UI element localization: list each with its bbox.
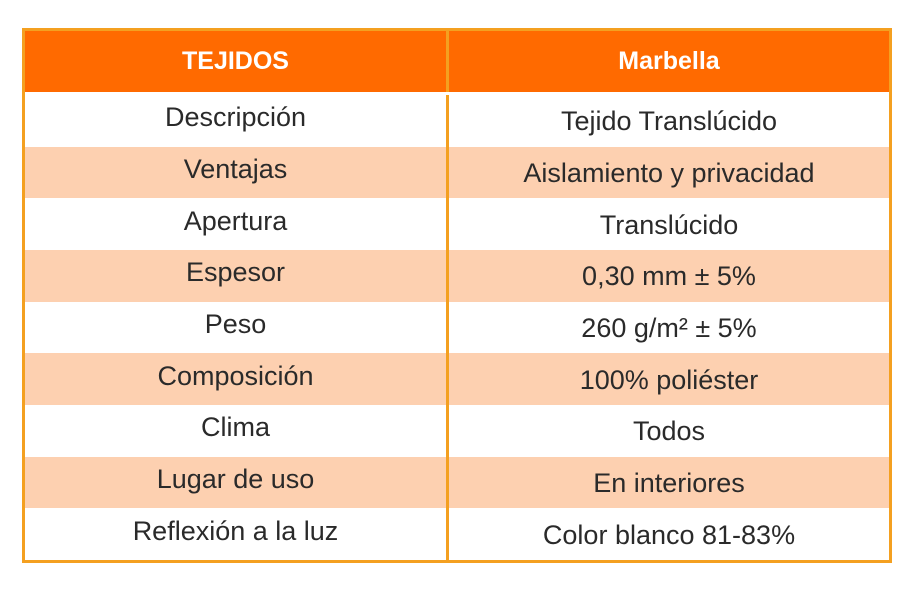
table-row: Espesor 0,30 mm ± 5% [25, 250, 889, 302]
row-value: Translúcido [599, 209, 739, 240]
row-value: En interiores [593, 468, 745, 499]
row-value: Color blanco 81-83% [542, 519, 796, 550]
table-row: Descripción Tejido Translúcido [25, 95, 889, 147]
row-label: Apertura [25, 198, 449, 251]
row-value: 0,30 mm ± 5% [582, 261, 756, 292]
row-value: Todos [632, 416, 706, 447]
table-row: Composición 100% poliéster [25, 353, 889, 406]
row-label: Reflexión a la luz [25, 508, 449, 561]
row-value: Aislamiento y privacidad [523, 158, 815, 188]
table-row: Ventajas Aislamiento y privacidad [25, 146, 889, 199]
spec-table: TEJIDOS Marbella Descripción Tejido Tran… [22, 28, 892, 563]
row-label: Lugar de uso [25, 456, 449, 509]
table-row: Clima Todos [25, 405, 889, 457]
header-tejidos: TEJIDOS [25, 31, 449, 92]
table-row: Reflexión a la luz Color blanco 81-83% [25, 508, 889, 561]
row-label: Espesor [25, 250, 449, 302]
row-label: Clima [25, 405, 449, 457]
table-row: Peso 260 g/m² ± 5% [25, 301, 889, 354]
table-header: TEJIDOS Marbella [25, 31, 889, 95]
row-value: 100% poliéster [579, 364, 759, 395]
row-label: Composición [25, 353, 449, 406]
table-row: Apertura Translúcido [25, 198, 889, 251]
row-value: Tejido Translúcido [560, 106, 778, 137]
header-marbella: Marbella [618, 47, 720, 75]
row-label: Ventajas [25, 146, 449, 199]
row-value: 260 g/m² ± 5% [581, 313, 757, 344]
table-row: Lugar de uso En interiores [25, 456, 889, 509]
row-label: Peso [25, 301, 449, 354]
row-label: Descripción [25, 95, 449, 147]
